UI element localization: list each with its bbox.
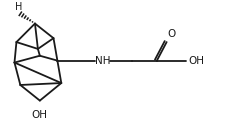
Text: OH: OH <box>32 110 48 120</box>
Text: O: O <box>167 29 176 39</box>
Text: OH: OH <box>188 56 204 66</box>
Text: NH: NH <box>94 56 110 66</box>
Text: H: H <box>15 2 22 12</box>
